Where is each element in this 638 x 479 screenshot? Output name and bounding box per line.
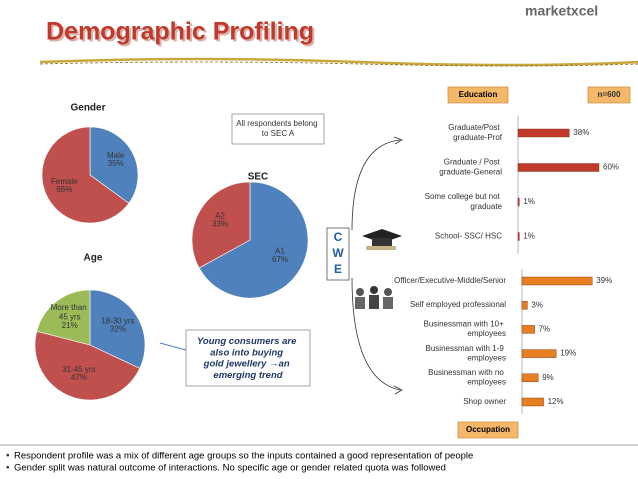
bar	[521, 349, 557, 358]
slice-value-label: 32%	[110, 324, 126, 333]
bar	[521, 373, 539, 382]
cwe-letter: C	[334, 230, 343, 244]
category-label: Shop owner	[463, 397, 506, 406]
pie-slice	[36, 289, 91, 346]
bar-value-label: 38%	[573, 128, 589, 137]
gold-divider	[39, 57, 638, 67]
pie-slice	[191, 181, 251, 269]
bar-value-label: 1%	[523, 197, 535, 206]
category-label: Graduate / Post graduate-General	[439, 158, 502, 177]
category-label: School- SSC/ HSC	[435, 232, 502, 241]
logo: marketxcel	[525, 3, 598, 19]
slide-title: Demographic Profiling	[46, 18, 314, 46]
cwe-box	[326, 227, 350, 281]
footer-bullet: Respondent profile was a mix of differen…	[14, 451, 473, 462]
slice-value-label: 21%	[62, 321, 78, 330]
sample-size: n=600	[598, 90, 621, 99]
category-label: Some college but not graduate	[425, 192, 503, 211]
bar-value-label: 3%	[531, 300, 543, 309]
bar-value-label: 9%	[542, 373, 554, 382]
bar	[521, 276, 593, 286]
cwe-letter: E	[334, 262, 342, 276]
chart-title: Age	[84, 253, 103, 264]
occupation-label-box	[457, 421, 519, 439]
bar	[521, 301, 528, 310]
bar-value-label: 7%	[539, 325, 551, 334]
category-label: Officer/Executive-Middle/Senior	[394, 276, 506, 285]
bar	[521, 397, 544, 407]
pie-slice	[89, 126, 139, 204]
gold-divider-detail	[39, 61, 638, 67]
pie-slice	[89, 289, 146, 369]
trend-pointer	[159, 342, 187, 351]
slice-label: 31-45 yrs	[62, 365, 95, 374]
slice-value-label: 47%	[71, 373, 87, 382]
slice-label: Male	[107, 151, 125, 160]
pie-slice	[41, 126, 130, 224]
slice-label: A1	[275, 247, 285, 256]
education-label-box	[447, 86, 509, 104]
pie-slice	[198, 181, 309, 299]
category-label: Graduate/Post graduate-Prof	[448, 123, 503, 142]
arrow-occupation	[351, 277, 401, 391]
slice-label: 18-30 yrs	[101, 316, 134, 325]
bar-value-label: 12%	[548, 397, 564, 406]
bullet-dot: •	[6, 451, 10, 462]
cap-icon	[362, 229, 402, 250]
bar	[521, 325, 535, 334]
sec-note: All respondents belong to SEC A	[236, 119, 320, 138]
cwe-letter: W	[332, 246, 344, 260]
chart-title: Occupation	[466, 425, 510, 434]
slice-label: A2	[215, 211, 225, 220]
chart-title: SEC	[248, 172, 269, 183]
bar	[517, 163, 600, 172]
category-label: Businessman with 10+ employees	[424, 320, 507, 339]
bullet-dot: •	[6, 463, 10, 474]
slice-label: Female	[51, 177, 78, 186]
category-label: Self employed professional	[410, 300, 506, 309]
category-label: Businessman with 1-9 employees	[426, 344, 506, 363]
bar	[517, 232, 520, 241]
bar-value-label: 19%	[560, 349, 576, 358]
pie-slice	[34, 330, 141, 401]
slice-value-label: 65%	[56, 185, 72, 194]
category-label: Businessman with no employees	[428, 368, 506, 387]
bar-value-label: 60%	[603, 163, 619, 172]
title-shadow: Demographic Profiling	[48, 20, 316, 48]
arrow-education	[351, 139, 401, 231]
bar-value-label: 1%	[523, 232, 535, 241]
bar	[517, 197, 520, 207]
bar	[517, 128, 570, 138]
slice-label: More than 45 yrs	[51, 303, 89, 322]
footer-bullet: Gender split was natural outcome of inte…	[14, 463, 446, 474]
arrowhead	[393, 136, 403, 145]
trend-note: Young consumers are also into buying gol…	[197, 335, 299, 380]
sec-note-box	[231, 113, 325, 145]
n-box	[587, 86, 631, 104]
slice-value-label: 33%	[212, 219, 228, 228]
people-icon	[355, 286, 393, 309]
trend-note-box	[185, 329, 311, 387]
bar-value-label: 39%	[596, 276, 612, 285]
chart-title: Gender	[70, 103, 105, 114]
arrowhead	[393, 385, 403, 395]
slice-value-label: 67%	[272, 255, 288, 264]
chart-title: Education	[459, 90, 498, 99]
slice-value-label: 35%	[108, 159, 124, 168]
